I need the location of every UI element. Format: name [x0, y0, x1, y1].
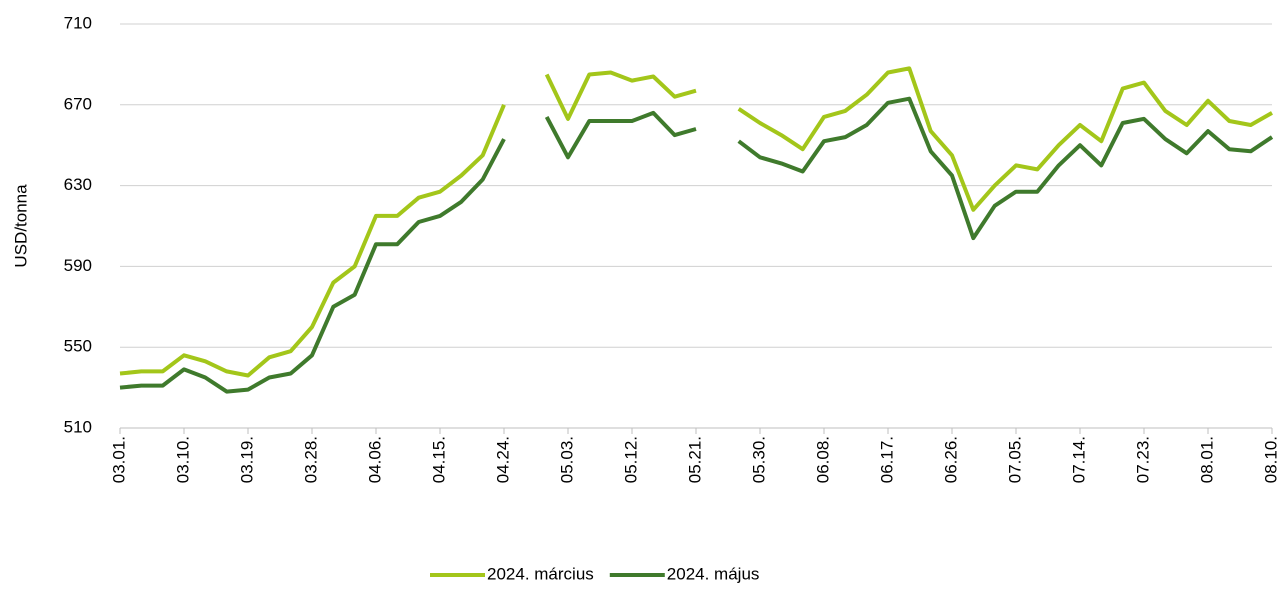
- x-tick-label: 07.23.: [1133, 436, 1152, 483]
- y-tick-label: 510: [64, 417, 92, 436]
- y-tick-label: 550: [64, 337, 92, 356]
- x-tick-label: 07.14.: [1069, 436, 1088, 483]
- y-tick-label: 710: [64, 13, 92, 32]
- x-tick-label: 06.17.: [877, 436, 896, 483]
- x-tick-label: 05.21.: [685, 436, 704, 483]
- x-tick-label: 07.05.: [1005, 436, 1024, 483]
- x-tick-label: 04.06.: [365, 436, 384, 483]
- x-tick-label: 03.01.: [109, 436, 128, 483]
- series-line: [119, 96, 1274, 394]
- x-tick-label: 05.30.: [749, 436, 768, 483]
- series-line: [119, 66, 1273, 378]
- legend-label: 2024. március: [487, 564, 594, 583]
- y-axis-label: USD/tonna: [11, 184, 30, 268]
- x-tick-label: 04.24.: [493, 436, 512, 483]
- y-tick-label: 630: [64, 175, 92, 194]
- x-tick-label: 06.26.: [941, 436, 960, 483]
- x-tick-label: 05.12.: [621, 436, 640, 483]
- legend-label: 2024. május: [667, 564, 760, 583]
- x-tick-label: 08.01.: [1197, 436, 1216, 483]
- y-tick-label: 670: [64, 94, 92, 113]
- x-tick-label: 06.08.: [813, 436, 832, 483]
- x-tick-label: 03.10.: [173, 436, 192, 483]
- x-tick-label: 03.28.: [301, 436, 320, 483]
- x-tick-label: 03.19.: [237, 436, 256, 483]
- x-tick-label: 04.15.: [429, 436, 448, 483]
- x-tick-label: 08.10.: [1261, 436, 1279, 483]
- x-tick-label: 05.03.: [557, 436, 576, 483]
- y-tick-label: 590: [64, 256, 92, 275]
